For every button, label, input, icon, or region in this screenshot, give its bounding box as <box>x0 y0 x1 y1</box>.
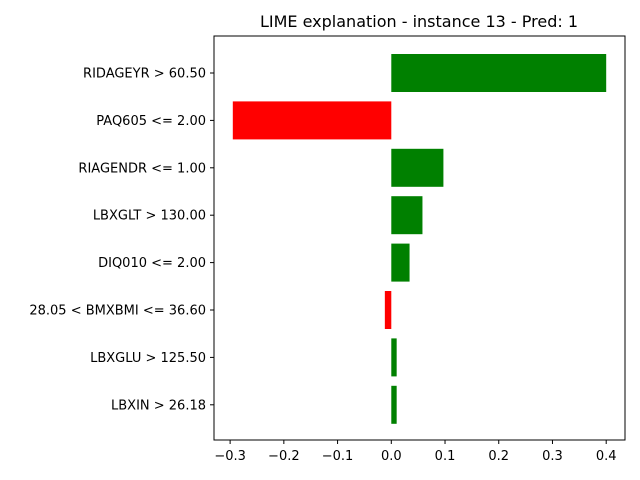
y-tick-label: RIDAGEYR > 60.50 <box>83 67 206 82</box>
bar <box>391 338 397 377</box>
plot-area: RIDAGEYR > 60.50 PAQ605 <= 2.00 RIAGENDR <… <box>29 35 626 464</box>
x-tick-label: 0.0 <box>381 449 402 464</box>
x-tick-label: 0.2 <box>488 449 509 464</box>
bar <box>391 243 410 282</box>
y-tick-label: DIQ010 <= 2.00 <box>98 256 206 271</box>
y-tick-label: LBXGLU > 125.50 <box>90 351 206 366</box>
y-tick-label: PAQ605 <= 2.00 <box>96 114 206 129</box>
x-tick-label: 0.4 <box>596 449 617 464</box>
bar <box>391 148 444 187</box>
axes-frame <box>213 35 626 441</box>
bar <box>391 196 423 235</box>
bar <box>232 101 392 140</box>
y-tick-label: LBXGLT > 130.00 <box>93 209 206 224</box>
x-tick-label: 0.1 <box>435 449 456 464</box>
chart-title: LIME explanation - instance 13 - Pred: 1 <box>260 12 578 31</box>
bar <box>384 291 392 329</box>
y-tick-label: LBXIN > 26.18 <box>111 398 206 413</box>
x-tick-label: −0.3 <box>214 449 246 464</box>
y-tick-label: 28.05 < BMXBMI <= 36.60 <box>29 304 206 319</box>
bar <box>391 54 607 92</box>
y-tick-label: RIAGENDR <= 1.00 <box>78 161 206 176</box>
bar <box>391 385 397 424</box>
x-tick-label: −0.1 <box>322 449 354 464</box>
x-tick-label: 0.3 <box>542 449 563 464</box>
x-tick-label: −0.2 <box>268 449 300 464</box>
